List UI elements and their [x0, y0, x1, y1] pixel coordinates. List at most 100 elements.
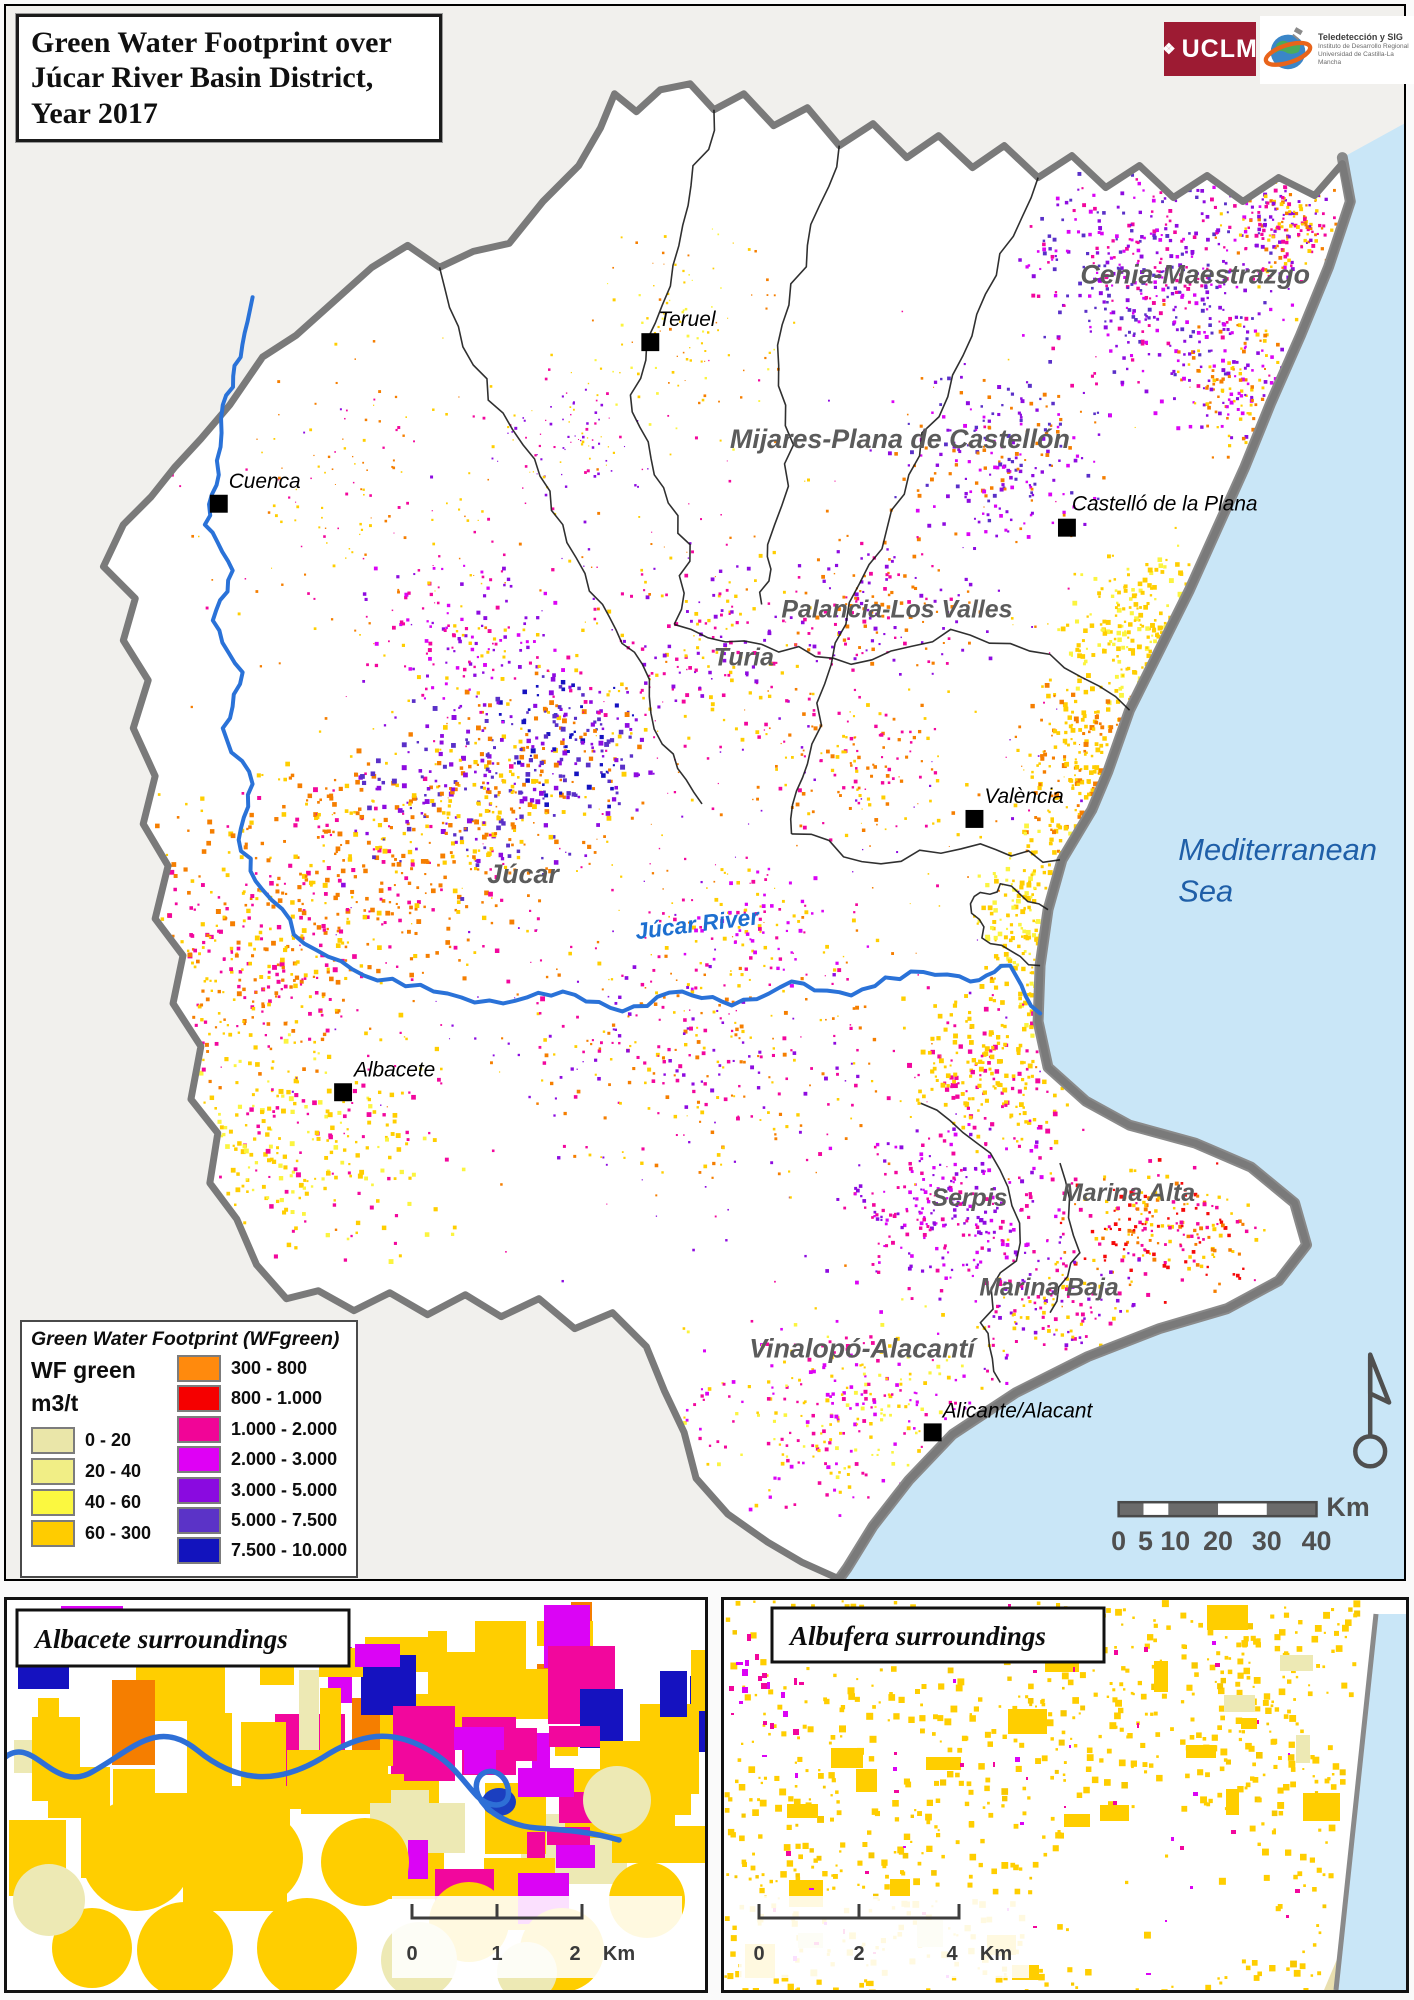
legend-class-label: 3.000 - 5.000 — [231, 1479, 338, 1500]
legend-class-label: 2.000 - 3.000 — [231, 1449, 338, 1470]
inset-title-box — [15, 1608, 351, 1668]
city-label: Alicante/Alacant — [941, 1399, 1094, 1422]
inset-scale-0: 0 — [406, 1943, 417, 1965]
region-label-turia: Turia — [714, 643, 774, 671]
inset-sea — [1336, 1614, 1406, 1990]
inset-title-box — [770, 1606, 1106, 1664]
region-label-cenia: Cenia-Maestrazgo — [1080, 259, 1310, 289]
city-marker — [334, 1083, 353, 1102]
scale-tick-0: 0 — [1111, 1526, 1126, 1556]
legend-swatch — [177, 1476, 221, 1504]
institute-line3: Universidad de Castilla-La Mancha — [1318, 51, 1394, 67]
uclm-emblem-icon: ❖ — [1162, 41, 1177, 58]
inset-scale-1: 2 — [853, 1943, 864, 1965]
city-marker — [1057, 518, 1076, 537]
scale-tick-20: 20 — [1203, 1526, 1233, 1556]
legend-row: 5.000 - 7.500 — [177, 1506, 347, 1534]
legend-layer-name: WF green — [31, 1357, 136, 1383]
map-title: Green Water Footprint over Júcar River B… — [16, 14, 442, 143]
legend-class-label: 1.000 - 2.000 — [231, 1418, 338, 1439]
wfgreen-raster — [103, 150, 1351, 1517]
inset-scale-2: 4 — [946, 1943, 958, 1965]
legend-row: 2.000 - 3.000 — [177, 1446, 347, 1474]
scale-tick-5: 5 — [1138, 1526, 1153, 1556]
region-label-marina-alta: Marina Alta — [1062, 1179, 1195, 1207]
legend-class-label: 20 - 40 — [85, 1461, 142, 1481]
region-label-mijares: Mijares-Plana de Castellón — [730, 424, 1070, 454]
legend-row: 3.000 - 5.000 — [177, 1476, 347, 1504]
legend-row: 40 - 60 — [31, 1489, 177, 1516]
legend-title: Green Water Footprint (WFgreen) — [31, 1328, 340, 1350]
institute-logo: Teledetección y SIG Instituto de Desarro… — [1260, 16, 1414, 84]
city-marker — [923, 1423, 942, 1442]
city-label: Cuenca — [229, 470, 301, 493]
main-map-frame: Teruel Cuenca Castelló de la Plana Valèn… — [4, 4, 1414, 1581]
city-marker — [641, 333, 660, 352]
legend-class-label: 60 - 300 — [85, 1523, 152, 1543]
legend-class-label: 40 - 60 — [85, 1492, 142, 1512]
city-castello: Castelló de la Plana — [1057, 493, 1258, 537]
globe-icon — [1263, 27, 1313, 70]
legend-class-label: 7.500 - 10.000 — [231, 1540, 348, 1561]
legend-class-label: 300 - 800 — [231, 1358, 308, 1378]
inset-scale-unit: Km — [980, 1943, 1012, 1965]
inset-scale-bar: 0 2 4 Km — [739, 1896, 1029, 1978]
city-albacete: Albacete — [334, 1058, 435, 1102]
region-label-jucar: Júcar — [487, 859, 560, 889]
legend-row: 300 - 800 — [177, 1355, 347, 1382]
institute-name: Teledetección y SIG — [1318, 32, 1403, 43]
legend-row: 800 - 1.000 — [177, 1385, 347, 1413]
inset-albacete-river — [7, 1733, 622, 1843]
city-alicante: Alicante/Alacant — [923, 1399, 1094, 1442]
legend-class-label: 800 - 1.000 — [231, 1388, 323, 1409]
scale-bar: 0 5 10 20 30 40 Km — [1111, 1492, 1370, 1556]
region-label-serpis: Serpis — [932, 1184, 1008, 1212]
legend-row: 1.000 - 2.000 — [177, 1415, 347, 1443]
map-title-line1: Green Water Footprint over — [31, 26, 392, 59]
scale-tick-10: 10 — [1160, 1526, 1190, 1556]
legend-row: 0 - 20 — [31, 1427, 177, 1454]
uclm-logo-text: UCLM — [1181, 34, 1258, 63]
legend: Green Water Footprint (WFgreen) WF green… — [20, 1320, 358, 1578]
north-arrow-icon — [1353, 1352, 1392, 1469]
legend-swatch — [177, 1415, 221, 1443]
city-label: Castelló de la Plana — [1072, 493, 1258, 516]
legend-row: 20 - 40 — [31, 1458, 177, 1485]
legend-row: 7.500 - 10.000 — [177, 1537, 348, 1565]
legend-swatch — [31, 1489, 75, 1516]
inset-title: Albacete surroundings — [33, 1624, 288, 1654]
main-map: Teruel Cuenca Castelló de la Plana Valèn… — [6, 6, 1404, 1579]
inset-title: Albufera surroundings — [788, 1621, 1046, 1651]
legend-swatch — [177, 1355, 221, 1382]
map-title-line3: Year 2017 — [31, 96, 158, 130]
city-label: Teruel — [658, 308, 717, 331]
institute-line2: Instituto de Desarrollo Regional — [1318, 43, 1409, 51]
legend-class-label: 0 - 20 — [85, 1430, 132, 1450]
legend-swatch — [31, 1427, 75, 1454]
city-valencia: València — [965, 785, 1064, 828]
subbasin-boundaries — [438, 109, 1131, 1383]
inset-scale-1: 1 — [491, 1943, 502, 1965]
legend-row: 60 - 300 — [31, 1520, 177, 1547]
scale-unit: Km — [1326, 1492, 1369, 1522]
inset-albacete: Albacete surroundings 0 1 2 Km — [4, 1597, 708, 1993]
inset-albufera: Albufera surroundings 0 2 4 Km — [721, 1597, 1409, 1993]
legend-swatch — [177, 1385, 221, 1413]
inset-scale-unit: Km — [603, 1943, 635, 1965]
region-label-vinalopo: Vinalopó-Alacantí — [749, 1334, 978, 1364]
inset-scale-bar: 0 1 2 Km — [392, 1896, 682, 1978]
legend-class-label: 5.000 - 7.500 — [231, 1509, 338, 1530]
city-cuenca: Cuenca — [209, 470, 301, 513]
region-label-marina-baja: Marina Baja — [979, 1274, 1119, 1302]
city-marker — [965, 809, 984, 828]
sea-label-line1: Mediterranean — [1178, 832, 1377, 867]
inset-scale-0: 0 — [753, 1943, 764, 1965]
inset-coastline — [1333, 1613, 1379, 1990]
legend-swatch — [31, 1520, 75, 1547]
legend-swatch — [31, 1458, 75, 1485]
legend-units: m3/t — [31, 1390, 79, 1416]
legend-swatch — [177, 1506, 221, 1534]
city-label: Albacete — [352, 1058, 435, 1081]
city-marker — [209, 494, 228, 513]
